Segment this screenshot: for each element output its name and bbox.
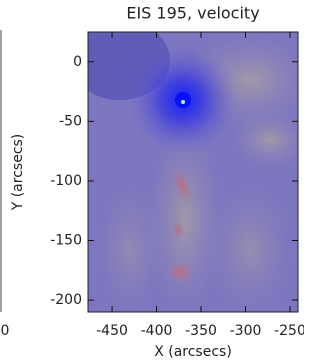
- velocity-image: [70, 20, 304, 320]
- chart-title: EIS 195, velocity: [126, 4, 259, 23]
- x-axis-label: X (arcsecs): [154, 344, 232, 360]
- x-tick-label: -400: [141, 323, 173, 339]
- x-tick-label: -350: [185, 323, 217, 339]
- y-tick-label: -100: [50, 173, 82, 189]
- chart: EIS 195, velocity X (arcsecs) Y (arcsecs…: [0, 0, 304, 362]
- y-tick-label: -50: [59, 113, 82, 129]
- x-tick-label: -250: [274, 323, 304, 339]
- neighbor-tick-label: 0: [1, 323, 10, 339]
- y-tick-label: 0: [73, 54, 82, 70]
- y-axis-label: Y (arcsecs): [10, 134, 26, 212]
- x-tick-label: -300: [230, 323, 262, 339]
- y-tick-label: -150: [50, 233, 82, 249]
- x-tick-label: -450: [96, 323, 128, 339]
- y-tick-label: -200: [50, 292, 82, 308]
